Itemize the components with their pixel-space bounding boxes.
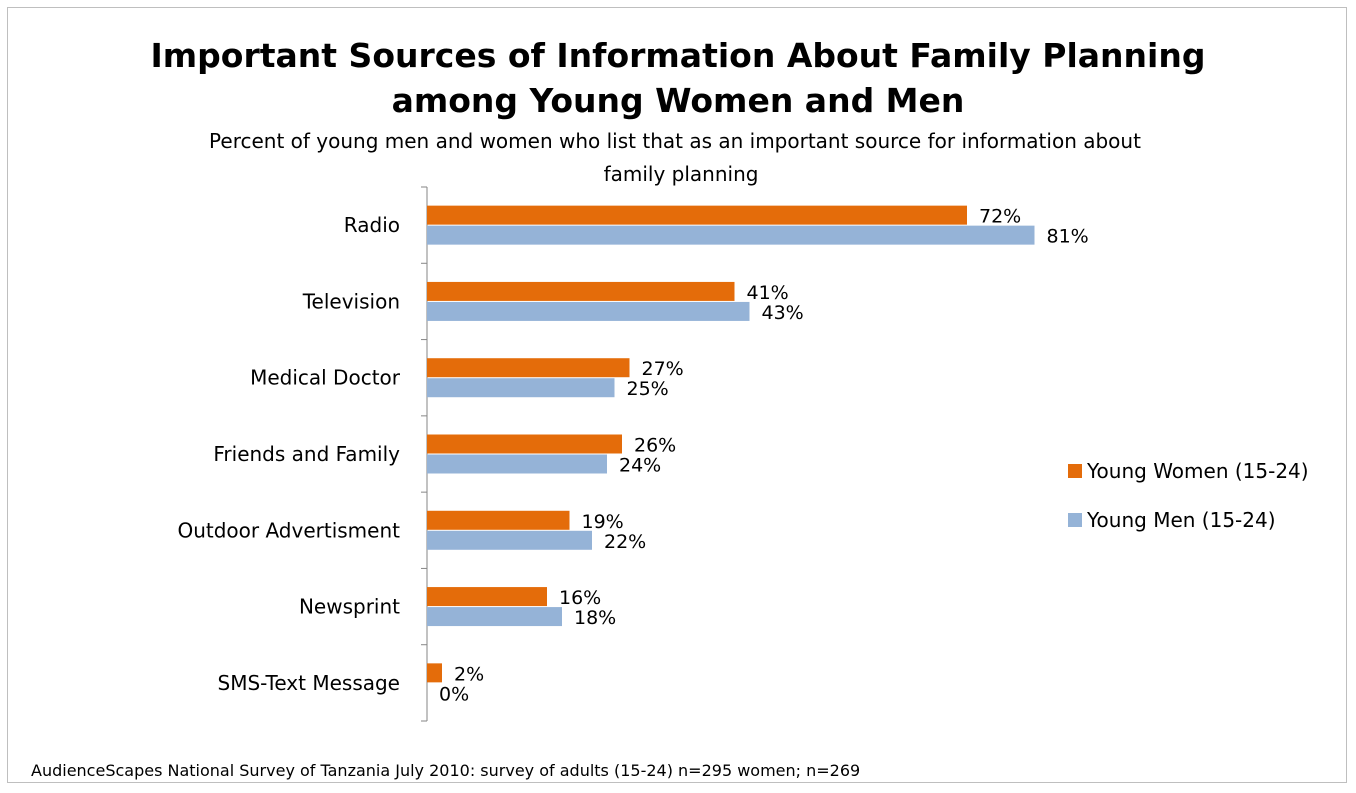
bar-young-women — [427, 358, 630, 378]
data-label: 41% — [747, 282, 789, 304]
category-label: Medical Doctor — [250, 366, 401, 390]
data-label: 72% — [979, 206, 1021, 228]
chart-subtitle-line-2: family planning — [603, 162, 759, 186]
data-label: 27% — [642, 358, 684, 380]
data-label: 19% — [582, 511, 624, 533]
bar-young-men — [427, 225, 1035, 245]
data-label: 0% — [439, 683, 469, 705]
data-label: 24% — [619, 455, 661, 477]
bar-young-women — [427, 510, 570, 530]
legend-label: Young Men (15-24) — [1086, 508, 1276, 532]
category-label: Radio — [344, 213, 400, 237]
legend-swatch — [1068, 513, 1082, 527]
data-label: 2% — [454, 663, 484, 685]
category-label: Friends and Family — [213, 442, 400, 466]
chart-footer-source: AudienceScapes National Survey of Tanzan… — [31, 761, 861, 780]
bar-young-men — [427, 454, 607, 474]
category-label: SMS-Text Message — [218, 671, 401, 695]
category-label: Newsprint — [299, 595, 400, 619]
chart-title-line-2: among Young Women and Men — [391, 81, 965, 120]
bar-young-men — [427, 530, 592, 550]
bar-young-men — [427, 607, 562, 627]
chart-frame — [7, 7, 1347, 783]
data-label: 81% — [1047, 226, 1089, 248]
data-label: 16% — [559, 587, 601, 609]
data-label: 18% — [574, 607, 616, 629]
chart-title-line-1: Important Sources of Information About F… — [150, 36, 1206, 75]
chart-subtitle-line-1: Percent of young men and women who list … — [209, 129, 1141, 153]
category-label: Outdoor Advertisment — [177, 518, 400, 542]
bar-young-women — [427, 587, 547, 607]
data-label: 43% — [762, 302, 804, 324]
data-label: 25% — [627, 378, 669, 400]
bar-young-men — [427, 378, 615, 398]
category-label: Television — [302, 289, 400, 313]
bar-young-women — [427, 205, 967, 225]
data-label: 26% — [634, 435, 676, 457]
bar-young-women — [427, 281, 735, 301]
bar-young-women — [427, 434, 622, 454]
bar-young-women — [427, 663, 442, 683]
legend-label: Young Women (15-24) — [1086, 459, 1309, 483]
data-label: 22% — [604, 531, 646, 553]
bar-young-men — [427, 301, 750, 321]
legend-swatch — [1068, 464, 1082, 478]
